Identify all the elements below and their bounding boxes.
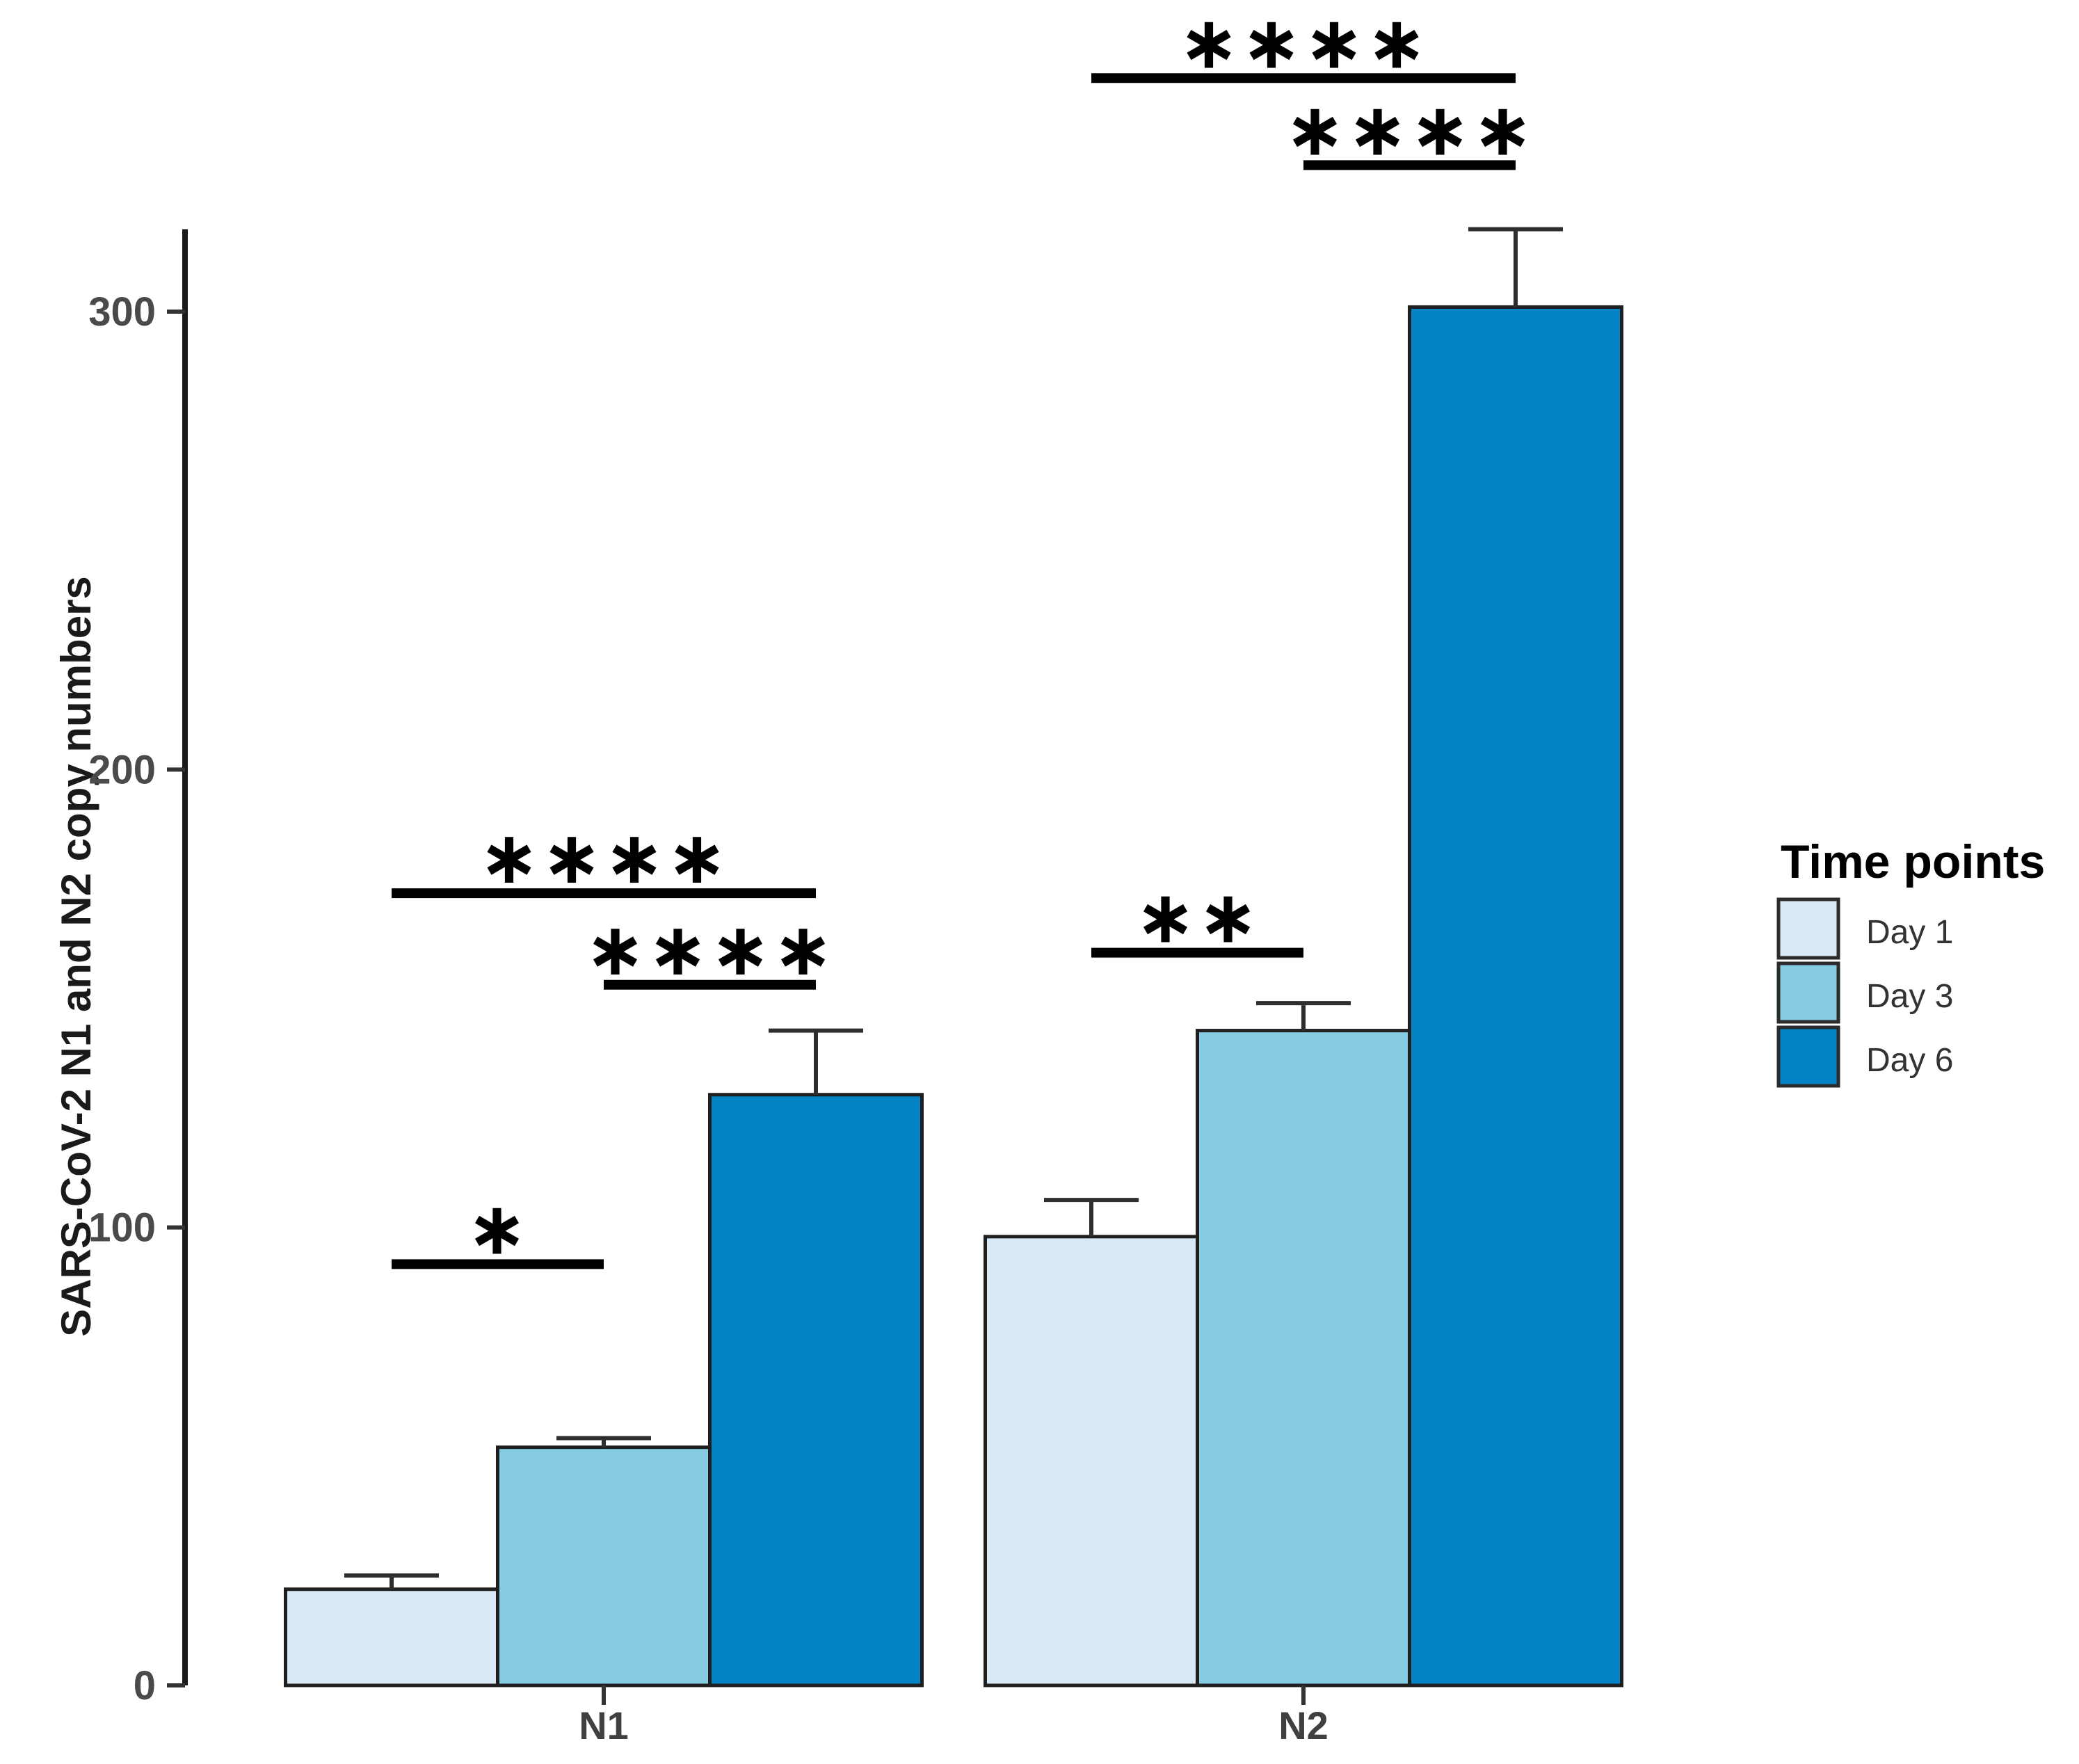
significance-label: ∗∗∗∗: [585, 909, 835, 991]
significance-label: ∗∗: [1135, 877, 1260, 959]
legend-swatch-day1: [1776, 897, 1840, 960]
significance-label: ∗∗∗∗: [1285, 89, 1535, 170]
y-tick-label: 100: [88, 1205, 156, 1251]
bar-n1-day1: [284, 1587, 499, 1687]
category-label-n2: N2: [1278, 1703, 1329, 1747]
legend-label-day1: Day 1: [1866, 914, 1953, 951]
legend-label-day3: Day 3: [1866, 978, 1953, 1015]
significance-label: ∗∗∗∗: [479, 817, 729, 899]
legend-swatch-day6: [1776, 1025, 1840, 1088]
bar-n1-day6: [708, 1093, 924, 1687]
bar-n2-day1: [984, 1235, 1199, 1687]
category-label-n1: N1: [579, 1703, 629, 1747]
legend-label-day6: Day 6: [1866, 1042, 1953, 1079]
y-tick-label: 200: [88, 747, 156, 792]
legend-swatch-day3: [1776, 961, 1840, 1024]
y-tick-label: 0: [134, 1663, 156, 1708]
legend-title: Time points: [1781, 835, 2045, 888]
y-axis-title: SARS-CoV-2 N1 and N2 copy numbers: [53, 576, 99, 1337]
y-tick-label: 300: [88, 289, 156, 335]
bar-n1-day3: [496, 1445, 712, 1687]
significance-label: ∗∗∗∗: [1178, 2, 1429, 83]
bar-n2-day6: [1408, 305, 1623, 1687]
significance-label: ∗: [467, 1188, 529, 1269]
legend: Time points Day 1 Day 3 Day 6: [1776, 835, 2045, 1088]
bar-n2-day3: [1196, 1029, 1411, 1687]
